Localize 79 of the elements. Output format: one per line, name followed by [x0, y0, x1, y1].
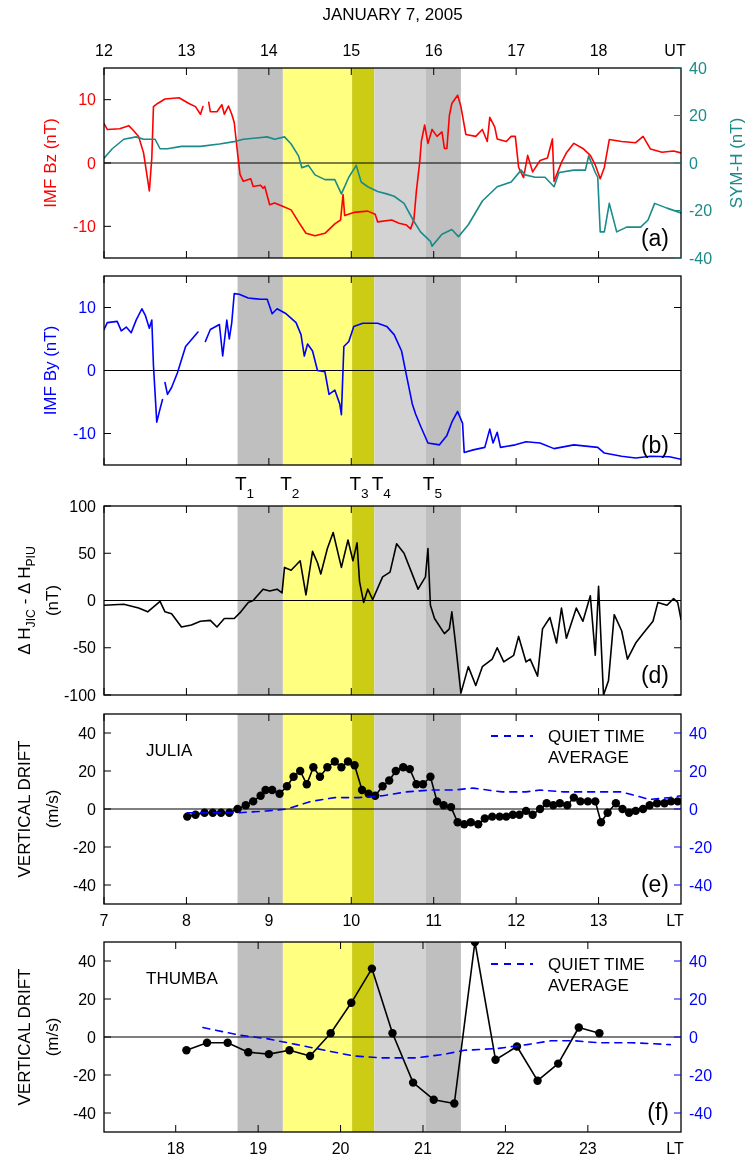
y2-axis-title: SYM-H (nT): [726, 117, 746, 209]
y-tick-label: -100: [63, 686, 97, 704]
legend-label: QUIET TIME AVERAGE: [548, 954, 645, 995]
band-label: T$_{2}$: [280, 473, 300, 501]
x-tick-label: 22: [496, 1140, 515, 1157]
y2-tick-label: 0: [689, 154, 698, 172]
x-tick-label: 13: [589, 912, 608, 929]
annotation: JULIA: [146, 741, 193, 760]
y-tick-label: -10: [72, 425, 97, 443]
y2-tick-label: -40: [689, 1104, 713, 1122]
y-tick-label: 0: [87, 1028, 97, 1046]
y-tick-label: 20: [78, 990, 97, 1008]
y-axis-title: VERTICAL DRIFT (m/s): [14, 740, 62, 878]
y-tick-label: 0: [87, 154, 97, 172]
x-tick-label: 20: [331, 1140, 350, 1157]
y-tick-label: 50: [78, 544, 97, 562]
y-axis-title: IMF By (nT): [40, 325, 60, 416]
x-tick-label: 21: [414, 1140, 432, 1157]
x-tick-label: 12: [507, 912, 526, 929]
x-tick-label: 18: [166, 1140, 185, 1157]
y-tick-label: -40: [72, 876, 97, 894]
annotation: (f): [647, 1099, 669, 1125]
band-label: T$_{5}$: [422, 473, 443, 501]
y-tick-label: 0: [87, 362, 97, 380]
x-tick-label: 10: [342, 912, 361, 929]
y-tick-label: 10: [78, 91, 97, 109]
x-tick-label: 23: [578, 1140, 597, 1157]
x-tick-label: 14: [259, 42, 278, 59]
y-tick-label: -10: [72, 217, 97, 235]
y2-tick-label: 40: [689, 59, 707, 77]
x-axis-title: LT: [666, 912, 684, 929]
y-axis-title: IMF Bz (nT): [40, 118, 60, 208]
x-tick-label: 9: [264, 912, 274, 929]
x-tick-label: 19: [249, 1140, 268, 1157]
x-tick-label: 16: [424, 42, 443, 59]
x-tick-label: 12: [95, 42, 113, 59]
y2-tick-label: -20: [689, 838, 713, 856]
chart-title: JANUARY 7, 2005: [322, 5, 463, 24]
legend-label: QUIET TIME AVERAGE: [548, 726, 645, 767]
y2-tick-label: 20: [689, 762, 707, 780]
y2-tick-label: -20: [689, 202, 713, 220]
y-tick-label: 10: [78, 299, 97, 317]
y-tick-label: 0: [87, 800, 97, 818]
annotation: (a): [640, 225, 669, 251]
y-tick-label: -20: [72, 838, 97, 856]
annotation: (e): [640, 871, 669, 897]
x-tick-label: 7: [99, 912, 109, 929]
band-label: T$_{3}$: [349, 473, 369, 501]
y-axis-title: VERTICAL DRIFT (m/s): [14, 968, 62, 1106]
y-tick-label: 40: [78, 952, 97, 970]
band-label: T$_{1}$: [234, 473, 255, 501]
annotation: (b): [640, 432, 669, 458]
y2-tick-label: -40: [689, 876, 713, 894]
x-tick-label: 8: [181, 912, 191, 929]
y2-tick-label: 20: [689, 990, 707, 1008]
y-tick-label: -40: [72, 1104, 97, 1122]
x-tick-label: 11: [425, 912, 443, 929]
annotation: THUMBA: [146, 969, 219, 988]
y-tick-label: -20: [72, 1066, 97, 1084]
y-tick-label: 0: [87, 592, 97, 610]
band-label: T$_{4}$: [371, 473, 392, 501]
y-tick-label: 100: [69, 497, 97, 515]
y2-tick-label: 40: [689, 724, 707, 742]
y2-tick-label: -20: [689, 1066, 713, 1084]
y2-tick-label: 40: [689, 952, 707, 970]
y2-tick-label: 0: [689, 1028, 698, 1046]
x-tick-label: 17: [507, 42, 526, 59]
x-tick-label: 13: [177, 42, 196, 59]
y-tick-label: -50: [72, 639, 97, 657]
y-tick-label: 20: [78, 762, 97, 780]
x-tick-label: 18: [589, 42, 608, 59]
x-tick-label: 15: [342, 42, 361, 59]
x-axis-title: LT: [666, 1140, 684, 1157]
y2-tick-label: 20: [689, 107, 707, 125]
annotation: (d): [640, 662, 669, 688]
x-axis-title: UT: [664, 42, 686, 59]
y-tick-label: 40: [78, 724, 97, 742]
y2-tick-label: 0: [689, 800, 698, 818]
y2-tick-label: -40: [689, 249, 713, 267]
